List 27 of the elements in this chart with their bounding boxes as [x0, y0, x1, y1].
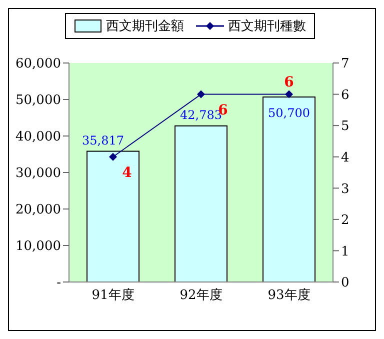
y-tick-label: 30,000 — [16, 166, 61, 182]
y-tick-label: 40,000 — [16, 130, 61, 145]
y-tick-label: 10,000 — [16, 239, 61, 254]
x-tick-label: 91年度 — [92, 287, 134, 304]
legend-label: 西文期刊金額 — [106, 18, 184, 35]
y2-tick-label: 7 — [341, 56, 350, 72]
data-label: 6 — [284, 74, 294, 90]
y2-tick-label: 2 — [341, 213, 350, 228]
y2-tick-label: 6 — [341, 88, 350, 103]
y-tick-label: 20,000 — [16, 202, 61, 218]
data-label: 4 — [122, 164, 132, 181]
y2-tick-label: 5 — [341, 119, 350, 134]
y-tick-label: 60,000 — [16, 56, 61, 72]
y-tick-label: - — [56, 276, 61, 291]
y-tick-label: 50,000 — [16, 93, 61, 108]
legend-label: 西文期刊種數 — [228, 18, 306, 35]
x-tick-label: 93年度 — [268, 287, 310, 304]
y2-tick-label: 1 — [341, 244, 350, 260]
bar — [174, 125, 228, 282]
data-label: 35,817 — [82, 133, 124, 148]
y2-tick-label: 4 — [341, 150, 350, 166]
bar — [86, 150, 140, 282]
x-tick-label: 92年度 — [180, 287, 222, 304]
y2-tick-label: 3 — [341, 182, 350, 197]
bar — [262, 96, 316, 282]
y2-tick-label: 0 — [341, 276, 350, 291]
data-label: 50,700 — [268, 106, 310, 120]
